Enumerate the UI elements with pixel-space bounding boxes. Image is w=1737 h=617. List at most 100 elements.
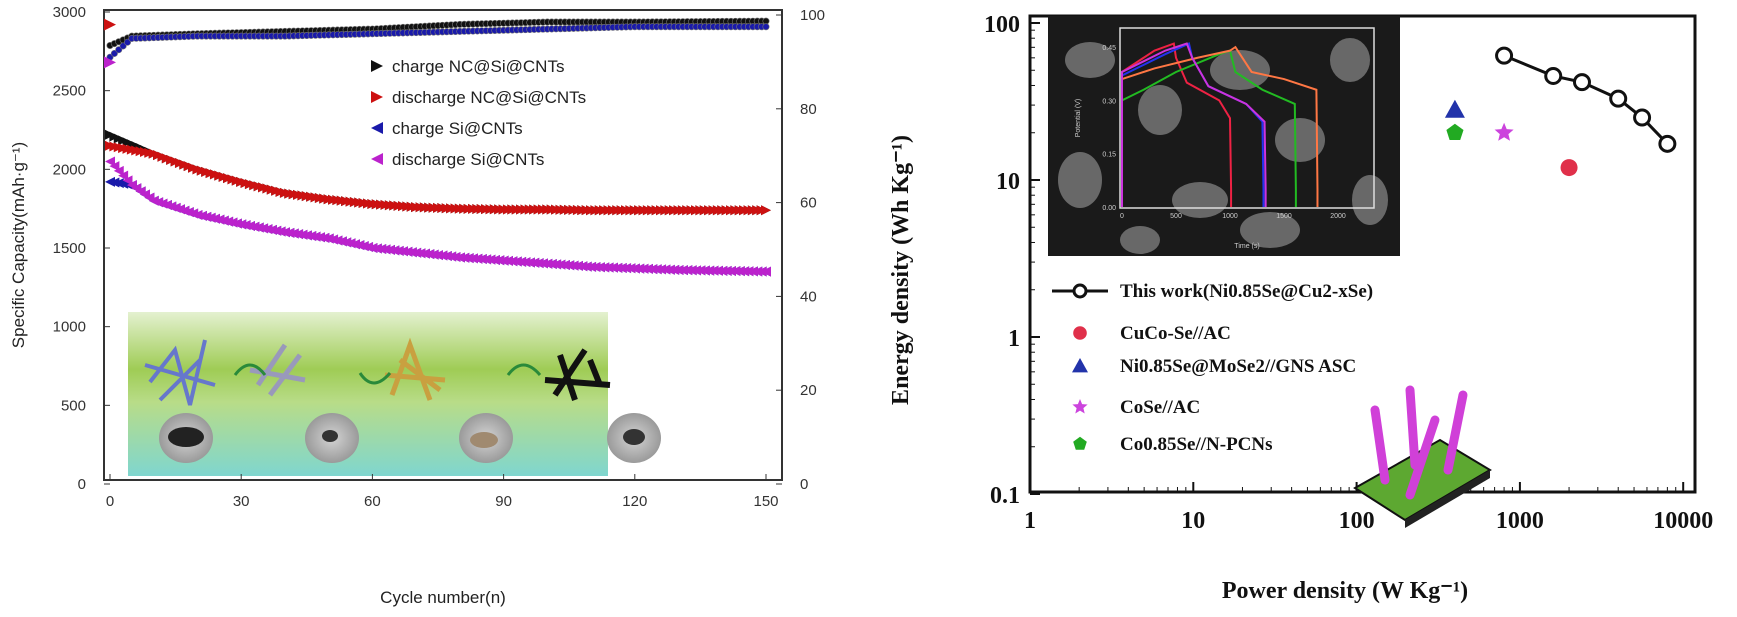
y-tick-label: 500 [61, 397, 86, 414]
data-point [249, 221, 260, 232]
data-point [472, 253, 483, 264]
data-point [393, 245, 404, 256]
data-point [577, 261, 588, 272]
y-tick-label: 3000 [53, 4, 86, 21]
legend-label: This work(Ni0.85Se@Cu2-xSe) [1120, 281, 1373, 302]
data-point [415, 248, 426, 259]
legend-label: charge NC@Si@CNTs [392, 57, 564, 76]
y-tick-label: 0 [78, 476, 86, 493]
left-y-axis-label: Specific Capacity(mAh·g⁻¹) [9, 142, 28, 348]
x-tick-label: 90 [495, 493, 512, 510]
data-point [516, 256, 527, 267]
inset-y-label: Potential (V) [1075, 99, 1082, 138]
y2-tick-label: 0 [800, 476, 808, 493]
data-point [314, 232, 325, 243]
inset-y-tick-label: 0.30 [1102, 98, 1116, 105]
data-point [262, 224, 273, 235]
data-point [481, 254, 492, 265]
x-tick-label: 1000 [1496, 508, 1544, 534]
x-tick-label: 30 [233, 493, 250, 510]
data-point [524, 257, 535, 268]
data-point [581, 261, 592, 272]
right-x-axis-label: Power density (W Kg⁻¹) [1222, 578, 1468, 604]
data-point [266, 224, 277, 235]
legend-marker [371, 60, 383, 72]
legend-marker [371, 91, 383, 103]
data-point [555, 259, 566, 270]
inset-curve-4 [1121, 42, 1267, 207]
data-point [542, 258, 553, 269]
data-point [1072, 283, 1088, 299]
inset-x-tick-label: 1500 [1276, 213, 1292, 220]
data-point [446, 251, 457, 262]
data-point [402, 246, 413, 257]
data-point [319, 232, 330, 243]
data-point [376, 243, 387, 254]
series-4 [1446, 123, 1464, 140]
data-point [109, 177, 120, 188]
inset-plot-frame [1119, 27, 1375, 209]
data-point [271, 225, 282, 236]
data-point [572, 260, 583, 271]
data-point [529, 257, 540, 268]
y-tick-label: 2000 [53, 161, 86, 178]
inset-curve-3 [1121, 45, 1319, 207]
data-point [113, 178, 124, 189]
data-point [367, 243, 378, 253]
data-point [454, 252, 465, 263]
data-point [293, 229, 304, 240]
inset-x-tick-label: 2000 [1330, 213, 1346, 220]
data-point [1495, 46, 1514, 65]
data-point [310, 231, 321, 242]
data-point [1544, 66, 1563, 85]
data-point [297, 229, 308, 240]
data-point [115, 46, 123, 54]
data-point [123, 38, 131, 46]
data-point [467, 253, 478, 264]
data-point [485, 254, 496, 265]
legend-label: charge Si@CNTs [392, 119, 523, 138]
series-3 [1494, 122, 1514, 141]
data-point [502, 255, 513, 266]
data-point [1072, 358, 1088, 373]
x-tick-label: 120 [622, 493, 647, 510]
series-2 [1444, 99, 1465, 118]
y2-tick-label: 40 [800, 288, 817, 305]
data-point [109, 161, 120, 172]
data-point [463, 253, 474, 264]
series-1 [105, 140, 771, 216]
data-point [476, 254, 487, 265]
data-point [105, 156, 115, 167]
series-2 [105, 176, 771, 277]
data-point [288, 228, 299, 239]
x-tick-label: 1 [1024, 508, 1036, 534]
legend-marker [371, 122, 383, 134]
data-point [236, 219, 247, 230]
data-point [520, 257, 531, 268]
data-point [433, 250, 443, 261]
legend-label: discharge NC@Si@CNTs [392, 88, 586, 107]
data-point [244, 220, 255, 231]
data-point [1444, 99, 1465, 118]
inset-y-tick-label: 0.00 [1102, 205, 1116, 212]
data-point [762, 23, 770, 31]
data-point [1572, 73, 1591, 92]
legend-label: discharge Si@CNTs [392, 150, 544, 169]
x-tick-label: 0 [106, 493, 114, 510]
y-tick-label: 1500 [53, 240, 86, 257]
data-point [389, 245, 400, 256]
data-point [284, 227, 295, 238]
data-point [568, 260, 579, 271]
data-point [1073, 326, 1087, 340]
data-point [551, 259, 562, 270]
data-point [546, 259, 557, 270]
data-point [564, 260, 575, 271]
left-x-axis-label: Cycle number(n) [380, 588, 506, 607]
data-point [380, 244, 391, 255]
x-tick-label: 150 [753, 493, 778, 510]
series-line [1503, 54, 1669, 145]
data-point [511, 256, 522, 267]
data-point [1073, 436, 1087, 450]
x-tick-label: 100 [1339, 508, 1375, 534]
